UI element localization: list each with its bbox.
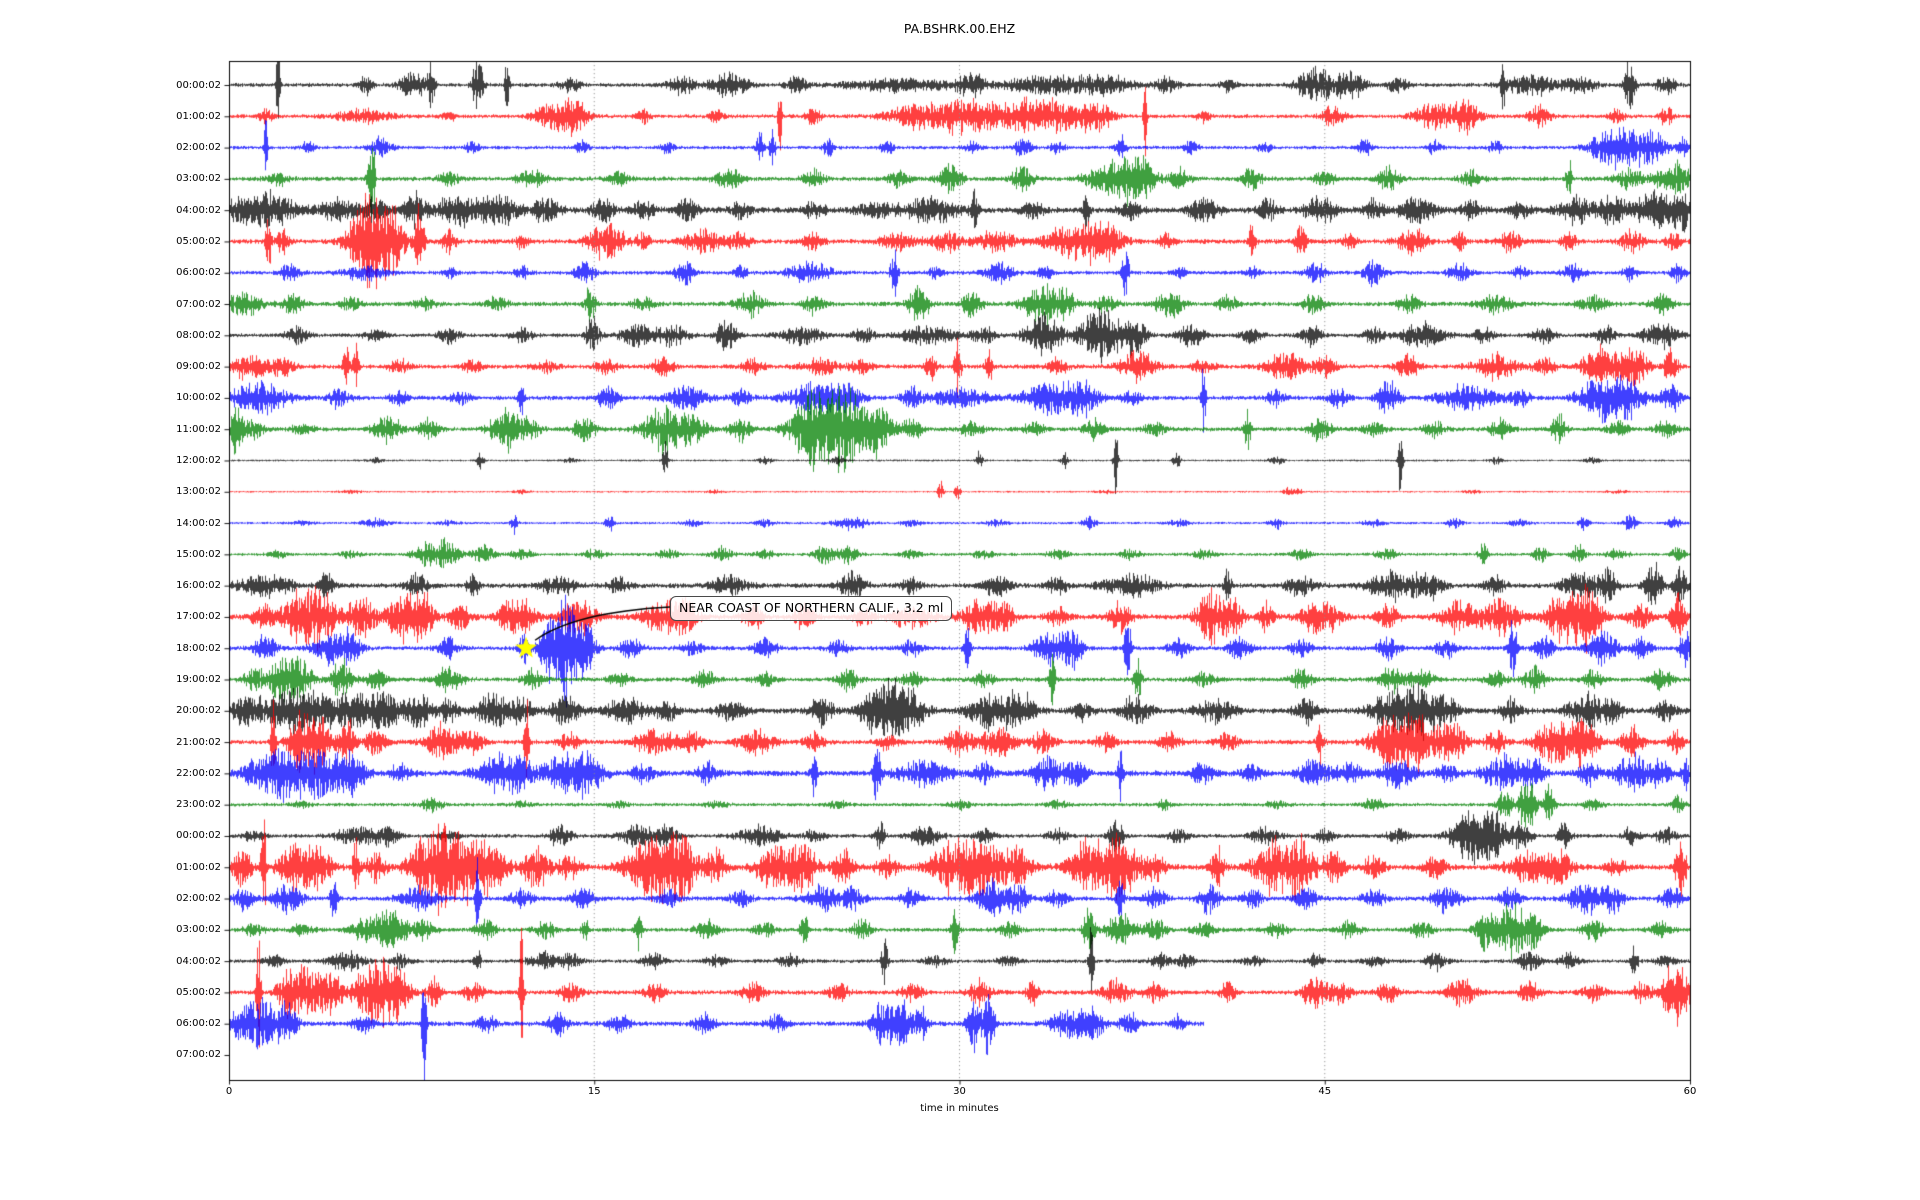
y-tick-label: 00:00:02 [176,79,221,91]
y-tick-label: 08:00:02 [176,329,221,341]
y-tick-label: 04:00:02 [176,955,221,967]
x-tick-label: 60 [1683,1086,1697,1097]
event-annotation: NEAR COAST OF NORTHERN CALIF., 3.2 ml [670,596,953,621]
y-tick-label: 02:00:02 [176,893,221,905]
y-tick-label: 07:00:02 [176,1049,221,1061]
x-tick-label: 15 [587,1086,601,1097]
y-tick-label: 23:00:02 [176,799,221,811]
plot-title: PA.BSHRK.00.EHZ [903,21,1016,36]
y-tick-label: 09:00:02 [176,361,221,373]
y-tick-label: 03:00:02 [176,924,221,936]
x-tick-label: 30 [953,1086,966,1097]
y-tick-label: 13:00:02 [176,486,221,498]
x-tick-label: 0 [225,1086,233,1097]
y-tick-label: 02:00:02 [176,142,221,154]
y-tick-label: 20:00:02 [176,705,221,717]
y-tick-label: 17:00:02 [176,611,221,623]
x-tick-label: 45 [1318,1086,1332,1097]
y-tick-label: 06:00:02 [176,267,221,279]
y-tick-label: 14:00:02 [176,517,221,529]
y-tick-label: 07:00:02 [176,298,221,310]
y-tick-label: 05:00:02 [176,235,221,247]
y-tick-label: 18:00:02 [176,642,221,654]
y-tick-label: 03:00:02 [176,173,221,185]
y-tick-label: 12:00:02 [176,454,221,466]
y-tick-label: 11:00:02 [176,423,221,435]
y-tick-label: 00:00:02 [176,830,221,842]
y-tick-label: 10:00:02 [176,392,221,404]
y-tick-label: 16:00:02 [176,580,221,592]
y-tick-label: 19:00:02 [176,674,221,685]
y-tick-label: 06:00:02 [176,1018,221,1030]
y-tick-label: 01:00:02 [176,110,221,122]
y-tick-label: 22:00:02 [176,767,221,779]
y-tick-label: 01:00:02 [176,861,221,873]
y-tick-label: 04:00:02 [176,204,221,216]
x-axis-title: time in minutes [920,1103,999,1114]
event-annotation-text: NEAR COAST OF NORTHERN CALIF., 3.2 ml [679,600,944,615]
y-tick-label: 15:00:02 [176,548,221,560]
y-tick-label: 21:00:02 [176,736,221,748]
y-tick-label: 05:00:02 [176,986,221,998]
